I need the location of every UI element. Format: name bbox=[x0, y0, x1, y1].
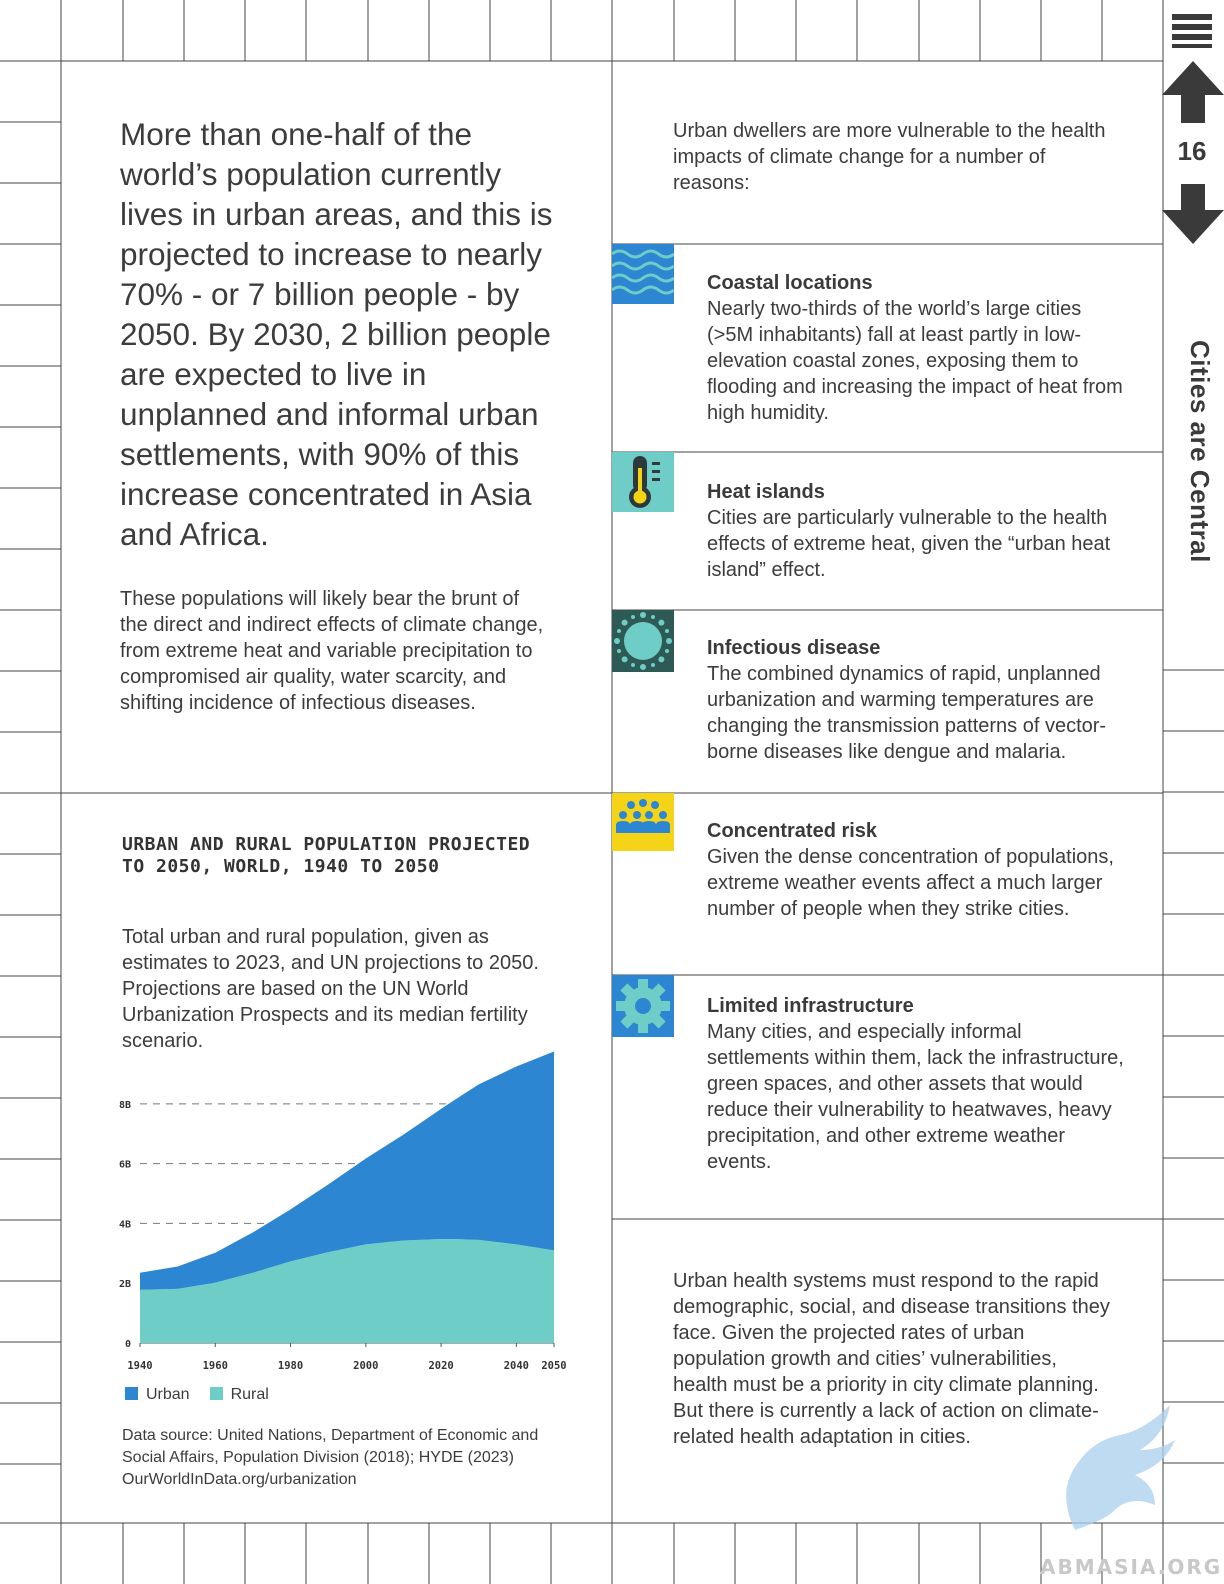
x-tick-label: 1980 bbox=[278, 1360, 303, 1372]
menu-icon[interactable] bbox=[1172, 14, 1212, 48]
lead-paragraph: More than one-half of the world’s popula… bbox=[120, 116, 553, 552]
legend-rural-label: Rural bbox=[230, 1386, 269, 1403]
item-title: Concentrated risk bbox=[707, 820, 878, 842]
y-tick-label: 6B bbox=[119, 1160, 131, 1171]
x-tick-label: 1940 bbox=[127, 1360, 152, 1372]
item-text: Many cities, and especially informal set… bbox=[707, 1021, 1124, 1173]
area-urban bbox=[140, 1051, 554, 1290]
thermometer-icon bbox=[612, 452, 674, 512]
chart-title: URBAN AND RURAL POPULATION PROJECTED TO … bbox=[122, 834, 531, 877]
area-rural bbox=[140, 1238, 554, 1343]
data-source: Data source: United Nations, Department … bbox=[122, 1427, 539, 1488]
population-area-chart: 0 2B 4B 6B 8B 1940 1960 1980 2000 2020 2040 2050 bbox=[119, 1051, 567, 1372]
people-icon bbox=[612, 793, 674, 851]
x-tick-label: 1960 bbox=[203, 1360, 228, 1372]
item-title: Heat islands bbox=[707, 481, 825, 503]
x-tick-label: 2000 bbox=[353, 1360, 378, 1372]
chart-subtitle: Total urban and rural population, given … bbox=[122, 926, 539, 1052]
gear-icon bbox=[612, 975, 674, 1037]
item-title: Coastal locations bbox=[707, 272, 873, 294]
item-infectious-disease: Infectious disease The combined dynamics… bbox=[707, 635, 1127, 765]
waves-icon bbox=[611, 244, 675, 304]
body-paragraph: These populations will likely bear the b… bbox=[120, 588, 544, 714]
page-number: 16 bbox=[1177, 136, 1207, 166]
item-text: Nearly two-thirds of the world’s large c… bbox=[707, 298, 1123, 424]
arrow-down-icon[interactable] bbox=[1162, 184, 1224, 244]
item-title: Infectious disease bbox=[707, 637, 881, 659]
intro-paragraph: Urban dwellers are more vulnerable to th… bbox=[673, 120, 1106, 194]
item-text: Cities are particularly vulnerable to th… bbox=[707, 507, 1111, 581]
watermark-text: ABMASIA.ORG bbox=[1040, 1555, 1223, 1579]
virus-icon bbox=[612, 610, 674, 672]
y-tick-label: 0 bbox=[125, 1339, 131, 1350]
watermark-logo bbox=[1045, 1400, 1185, 1535]
x-tick-label: 2040 bbox=[504, 1360, 529, 1372]
section-tab[interactable]: Cities are Central bbox=[1185, 340, 1215, 563]
item-heat-islands: Heat islands Cities are particularly vul… bbox=[707, 479, 1127, 583]
item-text: The combined dynamics of rapid, unplanne… bbox=[707, 663, 1107, 763]
y-tick-label: 8B bbox=[119, 1100, 131, 1111]
item-limited-infrastructure: Limited infrastructure Many cities, and … bbox=[707, 993, 1127, 1175]
legend-urban-label: Urban bbox=[146, 1386, 190, 1403]
x-tick-label: 2020 bbox=[428, 1360, 453, 1372]
item-title: Limited infrastructure bbox=[707, 995, 914, 1017]
item-text: Given the dense concentration of populat… bbox=[707, 846, 1114, 920]
legend-rural: Rural bbox=[209, 1386, 269, 1404]
chart-legend: Urban Rural bbox=[125, 1386, 269, 1404]
y-tick-label: 4B bbox=[119, 1219, 131, 1230]
item-coastal: Coastal locations Nearly two-thirds of t… bbox=[707, 270, 1127, 426]
legend-urban: Urban bbox=[125, 1386, 190, 1404]
y-tick-label: 2B bbox=[119, 1279, 131, 1290]
x-tick-label: 2050 bbox=[541, 1360, 566, 1372]
closing-paragraph: Urban health systems must respond to the… bbox=[673, 1270, 1110, 1448]
item-concentrated-risk: Concentrated risk Given the dense concen… bbox=[707, 818, 1127, 922]
arrow-up-icon[interactable] bbox=[1162, 61, 1224, 123]
